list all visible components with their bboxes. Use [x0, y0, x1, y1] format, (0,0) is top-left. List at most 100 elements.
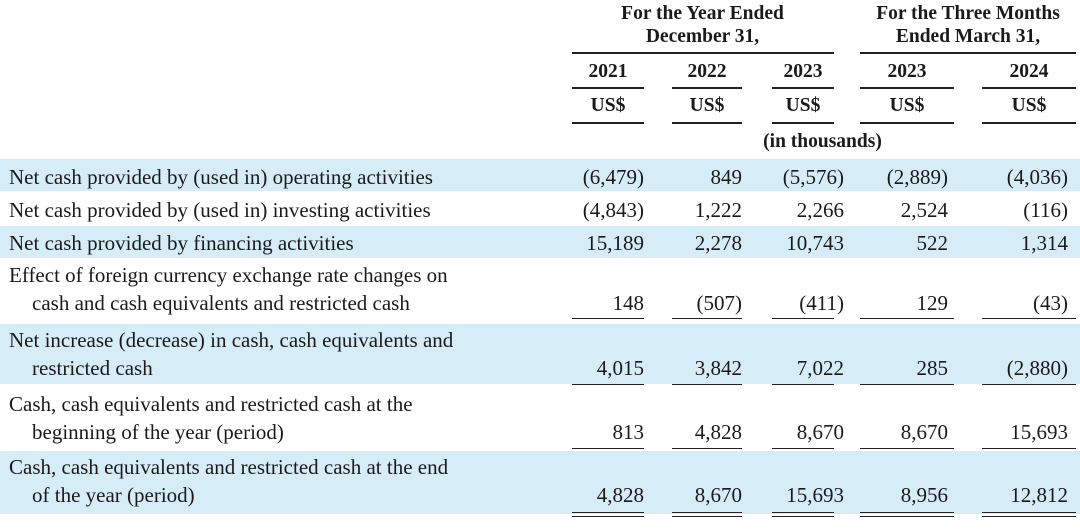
- row-label-line2: beginning of the year (period): [32, 420, 284, 444]
- cell-value: (411): [799, 291, 844, 315]
- cell-value: 7,022: [796, 356, 844, 380]
- row-label-line2: restricted cash: [32, 356, 153, 380]
- currency-rule-2: [672, 122, 742, 124]
- subtotal-rule: [572, 384, 644, 385]
- cell-value: 129: [916, 291, 949, 315]
- subtotal-rule: [860, 448, 954, 449]
- year-header-2: 2022: [687, 61, 727, 82]
- row-label-line2: of the year (period): [32, 483, 195, 507]
- currency-rule-1: [572, 122, 644, 124]
- row-label-line1: Net increase (decrease) in cash, cash eq…: [9, 328, 454, 352]
- header-group-year-ended-line2: December 31,: [645, 26, 760, 47]
- subtotal-rule: [860, 318, 954, 319]
- row-band-1: [0, 159, 1080, 191]
- cell-value: 4,828: [596, 483, 644, 507]
- row-label: Net cash provided by financing activitie…: [9, 231, 354, 255]
- row-label-line2: cash and cash equivalents and restricted…: [32, 291, 410, 315]
- row-label-line1: Cash, cash equivalents and restricted ca…: [9, 392, 413, 416]
- cell-value: 522: [916, 231, 949, 255]
- currency-rule-4: [860, 122, 954, 124]
- cell-value: 4,015: [596, 356, 644, 380]
- row-label: Cash, cash equivalents and restricted ca…: [9, 390, 413, 446]
- cell-value: 8,670: [796, 420, 844, 444]
- year-header-3: 2023: [783, 61, 823, 82]
- year-rule-3: [772, 87, 834, 89]
- total-double-rule: [982, 512, 1076, 517]
- cell-value: 1,314: [1020, 231, 1068, 255]
- cell-value: (5,576): [782, 165, 844, 189]
- row-band-7: [0, 451, 1080, 514]
- group-rule-year: [572, 52, 834, 54]
- header-group-year-ended: For the Year Ended December 31,: [570, 2, 835, 48]
- currency-header-1: US$: [590, 95, 626, 116]
- total-double-rule: [772, 512, 834, 517]
- subtotal-rule: [672, 448, 742, 449]
- subtotal-rule: [772, 318, 834, 319]
- cell-value: 2,524: [900, 198, 948, 222]
- currency-header-3: US$: [785, 95, 821, 116]
- cell-value: (507): [696, 291, 743, 315]
- cell-value: (4,036): [1006, 165, 1068, 189]
- cell-value: 15,693: [786, 483, 844, 507]
- row-label: Net cash provided by (used in) operating…: [9, 165, 433, 189]
- cell-value: 10,743: [786, 231, 844, 255]
- cell-value: 2,266: [796, 198, 844, 222]
- cell-value: (6,479): [582, 165, 644, 189]
- subtotal-rule: [572, 448, 644, 449]
- cell-value: 15,189: [586, 231, 644, 255]
- cell-value: (2,889): [886, 165, 948, 189]
- cell-value: 3,842: [694, 356, 742, 380]
- cell-value: 8,670: [694, 483, 742, 507]
- currency-rule-5: [982, 122, 1076, 124]
- subtotal-rule: [982, 318, 1076, 319]
- cell-value: 813: [612, 420, 645, 444]
- year-rule-2: [672, 87, 742, 89]
- cell-value: (116): [1023, 198, 1068, 222]
- year-header-5: 2024: [1009, 61, 1049, 82]
- cell-value: 8,956: [900, 483, 948, 507]
- units-label: (in thousands): [763, 131, 882, 152]
- row-label: Cash, cash equivalents and restricted ca…: [9, 453, 448, 509]
- subtotal-rule: [772, 384, 834, 385]
- cell-value: (2,880): [1006, 356, 1068, 380]
- total-double-rule: [672, 512, 742, 517]
- year-header-1: 2021: [588, 61, 628, 82]
- row-label: Net cash provided by (used in) investing…: [9, 198, 431, 222]
- group-rule-quarter: [860, 52, 1076, 54]
- cell-value: (4,843): [582, 198, 644, 222]
- year-rule-5: [982, 87, 1076, 89]
- currency-header-2: US$: [689, 95, 725, 116]
- currency-rule-3: [772, 122, 834, 124]
- row-label-line1: Effect of foreign currency exchange rate…: [9, 263, 448, 287]
- currency-header-4: US$: [889, 95, 925, 116]
- subtotal-rule: [982, 448, 1076, 449]
- subtotal-rule: [982, 384, 1076, 385]
- cell-value: 15,693: [1010, 420, 1068, 444]
- cell-value: 849: [710, 165, 743, 189]
- header-group-three-months: For the Three Months Ended March 31,: [858, 2, 1078, 48]
- cell-value: (43): [1033, 291, 1068, 315]
- header-group-year-ended-line1: For the Year Ended: [621, 3, 784, 24]
- subtotal-rule: [572, 318, 644, 319]
- subtotal-rule: [860, 384, 954, 385]
- year-rule-1: [572, 87, 644, 89]
- currency-header-5: US$: [1011, 95, 1047, 116]
- subtotal-rule: [672, 384, 742, 385]
- header-group-three-months-line1: For the Three Months: [876, 3, 1060, 24]
- subtotal-rule: [672, 318, 742, 319]
- cell-value: 4,828: [694, 420, 742, 444]
- cell-value: 2,278: [694, 231, 742, 255]
- total-double-rule: [860, 512, 954, 517]
- row-label-line1: Cash, cash equivalents and restricted ca…: [9, 455, 449, 479]
- row-band-5: [0, 324, 1080, 384]
- total-double-rule: [572, 512, 644, 517]
- row-label: Net increase (decrease) in cash, cash eq…: [9, 326, 453, 382]
- cell-value: 285: [916, 356, 949, 380]
- subtotal-rule: [772, 448, 834, 449]
- cell-value: 8,670: [900, 420, 948, 444]
- row-band-3: [0, 226, 1080, 258]
- cell-value: 148: [612, 291, 645, 315]
- year-rule-4: [860, 87, 954, 89]
- cell-value: 1,222: [694, 198, 742, 222]
- header-group-three-months-line2: Ended March 31,: [895, 26, 1041, 47]
